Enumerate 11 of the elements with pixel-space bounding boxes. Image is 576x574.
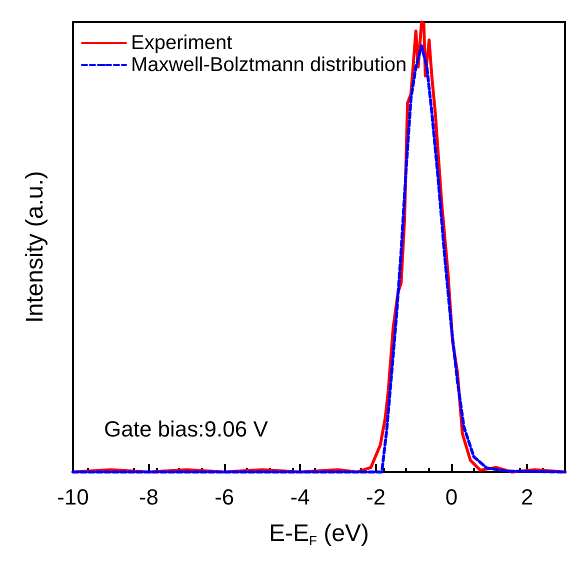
- x-tick-label: -10: [57, 484, 89, 510]
- legend-label: Experiment: [131, 32, 233, 54]
- x-tick-label: -4: [290, 484, 310, 510]
- x-tick-label: -2: [366, 484, 386, 510]
- x-tick-label: -6: [214, 484, 234, 510]
- x-tick-label: 2: [521, 484, 534, 510]
- legend-label: Maxwell-Bolztmann distribution: [131, 54, 407, 76]
- x-tick-label: 0: [445, 484, 458, 510]
- x-tick-label: -8: [138, 484, 158, 510]
- y-axis-title: Intensity (a.u.): [22, 170, 48, 324]
- annotation: Gate bias:9.06 V: [104, 416, 268, 442]
